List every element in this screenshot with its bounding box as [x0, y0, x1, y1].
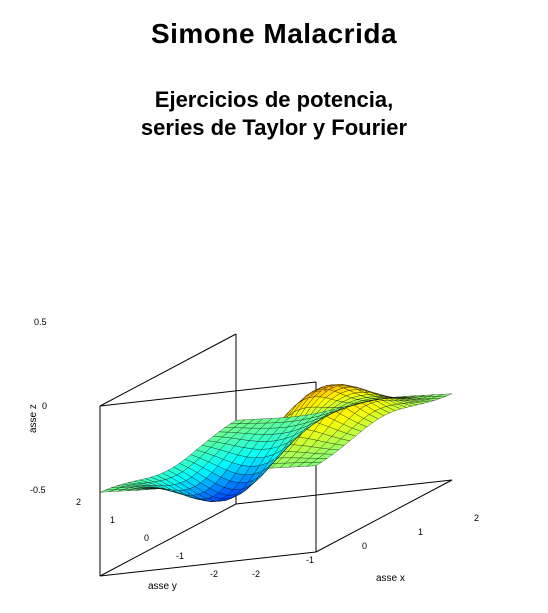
ytick--1: -1 [176, 551, 184, 561]
book-title: Ejercicios de potencia, series de Taylor… [0, 86, 548, 141]
ztick--0.5: -0.5 [30, 485, 46, 495]
z-axis-label: asse z [28, 404, 39, 433]
xtick-0: 0 [362, 541, 367, 551]
author-name: Simone Malacrida [0, 18, 548, 50]
surface-svg [36, 293, 516, 593]
xtick-1: 1 [418, 527, 423, 537]
y-axis-label: asse y [148, 581, 177, 592]
x-axis-label: asse x [376, 573, 405, 584]
xtick--2: -2 [252, 569, 260, 579]
ztick-0: 0 [42, 401, 47, 411]
xtick--1: -1 [306, 555, 314, 565]
ytick-2: 2 [76, 497, 81, 507]
ytick--2: -2 [210, 569, 218, 579]
xtick-2: 2 [474, 513, 479, 523]
ytick-1: 1 [110, 515, 115, 525]
ytick-0: 0 [144, 533, 149, 543]
surface-plot: 0.5 0 -0.5 asse z 2 1 0 -1 -2 asse y -2 … [36, 293, 516, 593]
ztick-0.5: 0.5 [34, 317, 47, 327]
